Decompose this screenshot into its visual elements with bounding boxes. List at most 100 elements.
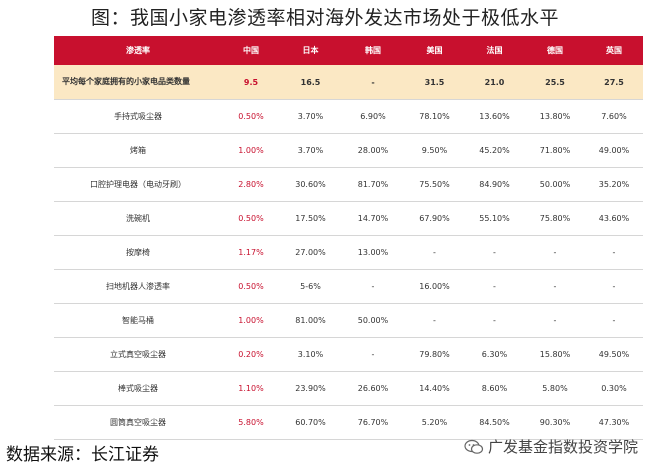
cell: 13.80% (525, 99, 585, 134)
page-title: 图：我国小家电渗透率相对海外发达市场处于极低水平 (90, 7, 559, 29)
cell: 78.10% (405, 99, 464, 134)
cell: 9.5 (222, 65, 280, 100)
cell: - (341, 65, 405, 100)
cell: 27.5 (585, 65, 643, 100)
row-label: 按摩椅 (54, 235, 222, 270)
cell: 49.50% (585, 337, 643, 372)
header-cell: 德国 (525, 36, 585, 65)
cell: 43.60% (585, 201, 643, 236)
cell: 49.00% (585, 133, 643, 168)
table-row: 扫地机器人渗透率 0.50% 5-6% - 16.00% - - - (54, 269, 643, 304)
header-cell: 日本 (280, 36, 341, 65)
cell: 50.00% (525, 167, 585, 202)
row-label: 圆筒真空吸尘器 (54, 405, 222, 440)
row-label: 立式真空吸尘器 (54, 337, 222, 372)
watermark: 广发基金指数投资学院 (464, 436, 638, 457)
header-cell: 法国 (464, 36, 525, 65)
cell: 0.50% (222, 269, 280, 304)
cell: 16.5 (280, 65, 341, 100)
cell: 14.40% (405, 371, 464, 406)
header-cell: 渗透率 (54, 36, 222, 65)
table-row: 洗碗机 0.50% 17.50% 14.70% 67.90% 55.10% 75… (54, 201, 643, 236)
cell: - (405, 235, 464, 270)
row-label: 扫地机器人渗透率 (54, 269, 222, 304)
cell: 14.70% (341, 201, 405, 236)
cell: 76.70% (341, 405, 405, 440)
cell: 84.50% (464, 405, 525, 440)
cell: - (585, 235, 643, 270)
row-label: 烤箱 (54, 133, 222, 168)
cell: - (525, 235, 585, 270)
cell: 2.80% (222, 167, 280, 202)
header-cell: 英国 (585, 36, 643, 65)
cell: - (525, 303, 585, 338)
cell: 28.00% (341, 133, 405, 168)
cell: - (341, 269, 405, 304)
cell: 60.70% (280, 405, 341, 440)
cell: 5.80% (222, 405, 280, 440)
table-row: 平均每个家庭拥有的小家电品类数量 9.5 16.5 - 31.5 21.0 25… (54, 65, 643, 100)
cell: 6.90% (341, 99, 405, 134)
cell: 81.00% (280, 303, 341, 338)
cell: - (464, 235, 525, 270)
cell: 81.70% (341, 167, 405, 202)
cell: - (585, 303, 643, 338)
cell: 0.50% (222, 201, 280, 236)
cell: 90.30% (525, 405, 585, 440)
cell: 1.17% (222, 235, 280, 270)
cell: 6.30% (464, 337, 525, 372)
cell: 16.00% (405, 269, 464, 304)
cell: 23.90% (280, 371, 341, 406)
table-row: 烤箱 1.00% 3.70% 28.00% 9.50% 45.20% 71.80… (54, 133, 643, 168)
cell: 55.10% (464, 201, 525, 236)
cell: 3.10% (280, 337, 341, 372)
cell: 1.00% (222, 303, 280, 338)
cell: 75.50% (405, 167, 464, 202)
cell: 75.80% (525, 201, 585, 236)
cell: 21.0 (464, 65, 525, 100)
cell: 45.20% (464, 133, 525, 168)
cell: 79.80% (405, 337, 464, 372)
watermark-text: 广发基金指数投资学院 (487, 438, 638, 456)
table-row: 口腔护理电器（电动牙刷） 2.80% 30.60% 81.70% 75.50% … (54, 167, 643, 202)
penetration-table: 渗透率 中国 日本 韩国 美国 法国 德国 英国 平均每个家庭拥有的小家电品类数… (54, 36, 643, 440)
cell: 13.60% (464, 99, 525, 134)
cell: 1.00% (222, 133, 280, 168)
cell: 8.60% (464, 371, 525, 406)
cell: 47.30% (585, 405, 643, 440)
cell: 25.5 (525, 65, 585, 100)
cell: 15.80% (525, 337, 585, 372)
table-row: 棒式吸尘器 1.10% 23.90% 26.60% 14.40% 8.60% 5… (54, 371, 643, 406)
cell: 0.30% (585, 371, 643, 406)
cell: 3.70% (280, 133, 341, 168)
cell: 0.50% (222, 99, 280, 134)
cell: - (525, 269, 585, 304)
cell: 13.00% (341, 235, 405, 270)
cell: 0.20% (222, 337, 280, 372)
cell: 26.60% (341, 371, 405, 406)
header-cell: 中国 (222, 36, 280, 65)
table-row: 智能马桶 1.00% 81.00% 50.00% - - - - (54, 303, 643, 338)
wechat-icon (464, 439, 484, 454)
cell: 5.80% (525, 371, 585, 406)
cell: 1.10% (222, 371, 280, 406)
cell: 5-6% (280, 269, 341, 304)
cell: 67.90% (405, 201, 464, 236)
row-label: 手持式吸尘器 (54, 99, 222, 134)
cell: - (464, 269, 525, 304)
table-header-row: 渗透率 中国 日本 韩国 美国 法国 德国 英国 (54, 36, 643, 65)
row-label: 口腔护理电器（电动牙刷） (54, 167, 222, 202)
cell: 50.00% (341, 303, 405, 338)
row-label: 平均每个家庭拥有的小家电品类数量 (54, 65, 222, 100)
cell: 17.50% (280, 201, 341, 236)
cell: 84.90% (464, 167, 525, 202)
cell: 35.20% (585, 167, 643, 202)
header-cell: 韩国 (341, 36, 405, 65)
cell: 7.60% (585, 99, 643, 134)
table-row: 手持式吸尘器 0.50% 3.70% 6.90% 78.10% 13.60% 1… (54, 99, 643, 134)
table-row: 圆筒真空吸尘器 5.80% 60.70% 76.70% 5.20% 84.50%… (54, 405, 643, 440)
cell: - (585, 269, 643, 304)
cell: - (464, 303, 525, 338)
cell: 3.70% (280, 99, 341, 134)
cell: - (341, 337, 405, 372)
